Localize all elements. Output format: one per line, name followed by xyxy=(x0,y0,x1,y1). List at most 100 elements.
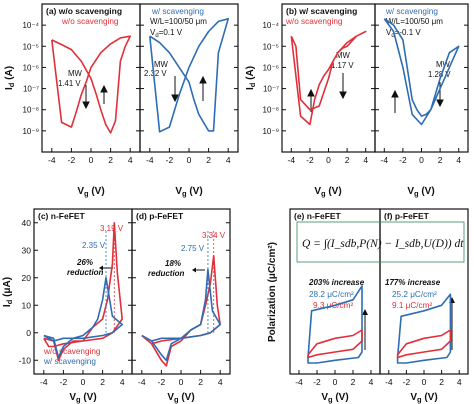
y-tick-label: 30 xyxy=(22,245,32,255)
series-line-w-o-scavenging xyxy=(290,30,367,126)
panel-e-title: (e) n-FeFET xyxy=(294,211,342,221)
panel-c-title: (c) n-FeFET xyxy=(38,211,86,221)
panel-b-mw-red-val: 1.17 V xyxy=(331,61,354,70)
panel-f-title: (f) p-FeFET xyxy=(384,211,430,221)
x-tick-label: -2 xyxy=(306,155,314,165)
panel-d-v-blue: 2.75 V xyxy=(181,244,205,253)
panel-e-increase-arrowhead xyxy=(362,309,368,315)
panel-f-increase: 177% increase xyxy=(385,278,441,287)
panel-f-plot: -4 -2 0 2 4 xyxy=(385,293,462,387)
x-tick-label: 4 xyxy=(363,155,368,165)
series-line-w-scavenging xyxy=(396,293,452,364)
panel-b: (b) w/ scavenging w/o scavenging w/ scav… xyxy=(262,3,469,165)
panel-a-plot: -4 -2 0 2 4 10⁻⁹ 10⁻⁸ 10⁻⁷ 10⁻⁶ 10⁻⁵ 10⁻⁴ xyxy=(22,21,140,165)
panel-a2-xlabel: Vg (V) xyxy=(175,186,202,198)
panel-a-blue-label: w/ scavenging xyxy=(151,7,204,16)
panel-b-arrows xyxy=(307,73,444,113)
x-tick-label: -2 xyxy=(399,155,407,165)
panel-b-ylabel: Id (A) xyxy=(245,66,257,90)
x-tick-label: 2 xyxy=(439,377,444,387)
panel-c-v-red: 3.19 V xyxy=(100,224,124,233)
panel-e-blue-value: 28.2 μC/cm² xyxy=(309,290,354,299)
panel-a-mw-blue-val: 2.32 V xyxy=(144,69,167,78)
panel-f-red-value: 9.1 μC/cm² xyxy=(392,301,432,310)
series-line-w-scavenging xyxy=(307,285,363,364)
panel-c-legend-red: w/o scavenging xyxy=(43,347,101,356)
y-tick-label: 10⁻⁴ xyxy=(262,21,279,30)
x-tick-label: -4 xyxy=(40,377,48,387)
x-tick-label: 4 xyxy=(128,155,133,165)
panel-e-ylabel: Polarization (μC/cm²) xyxy=(267,242,278,342)
x-tick-label: 0 xyxy=(333,377,338,387)
y-tick-label: 10⁻⁸ xyxy=(23,106,40,115)
x-tick-label: -2 xyxy=(313,377,321,387)
x-tick-label: -2 xyxy=(68,155,76,165)
equation-box xyxy=(296,221,465,263)
y-tick-label: 10⁻⁴ xyxy=(22,21,39,30)
panel-a-arrows xyxy=(82,75,207,110)
series-line-w-scavenging xyxy=(149,17,229,133)
x-tick-label: 0 xyxy=(326,155,331,165)
panel-f-blue-value: 25.2 μC/cm² xyxy=(392,290,437,299)
panel-b-red-label: w/o scavenging xyxy=(285,17,343,26)
series-line-w-o-scavenging xyxy=(307,329,363,359)
x-tick-label: 4 xyxy=(457,377,462,387)
y-tick-label: 0 xyxy=(26,328,31,338)
series-line-w-o-scavenging xyxy=(51,35,131,134)
panel-a-plot-blue: -4 -2 0 2 4 xyxy=(140,17,238,165)
x-tick-label: 0 xyxy=(422,377,427,387)
x-tick-label: 2 xyxy=(345,155,350,165)
x-tick-label: 4 xyxy=(456,155,461,165)
x-tick-label: -4 xyxy=(295,377,303,387)
panel-b-blue-label: w/ scavenging xyxy=(385,7,438,16)
x-tick-label: -4 xyxy=(48,155,56,165)
x-tick-label: 0 xyxy=(89,155,94,165)
panel-b-mw-blue: MW xyxy=(436,60,450,69)
panel-b-xlabel: Vg (V) xyxy=(314,186,341,198)
panel-c-reduction-pct: 26% xyxy=(76,258,93,267)
panel-a-title: (a) w/o scavenging xyxy=(46,6,122,16)
x-tick-label: -4 xyxy=(288,155,296,165)
x-tick-label: 2 xyxy=(351,377,356,387)
x-tick-label: -2 xyxy=(403,377,411,387)
x-tick-label: 2 xyxy=(108,155,113,165)
panel-e-increase: 203% increase xyxy=(308,278,365,287)
x-tick-label: 2 xyxy=(100,377,105,387)
y-tick-label: 10 xyxy=(22,300,32,310)
x-tick-label: -4 xyxy=(385,377,393,387)
panel-b-mw-blue-val: 1.28 V xyxy=(428,70,451,79)
x-tick-label: -2 xyxy=(60,377,68,387)
x-tick-label: -4 xyxy=(138,377,146,387)
y-tick-label: 20 xyxy=(22,273,32,283)
series-line-w-scavenging xyxy=(141,268,221,362)
panel-b2-xlabel: Vg (V) xyxy=(407,186,434,198)
panel-d-title: (d) p-FeFET xyxy=(136,211,184,221)
panel-b-plot-blue: -4 -2 0 2 4 xyxy=(375,18,468,165)
panel-a-vd: Vd=0.1 V xyxy=(150,28,183,39)
series-line-w-scavenging xyxy=(383,18,460,126)
y-tick-label: 10⁻⁸ xyxy=(263,106,280,115)
panel-a-red-label: w/o scavenging xyxy=(61,17,119,26)
y-tick-label: 40 xyxy=(22,218,32,228)
series-line-w-scavenging xyxy=(43,276,123,359)
panel-d-reduction-word: reduction xyxy=(148,269,185,278)
panel-e-xlabel: Vg (V) xyxy=(321,392,348,404)
x-tick-label: 0 xyxy=(179,377,184,387)
x-tick-label: 4 xyxy=(226,155,231,165)
panel-b-vd: Vd=-0.1 V xyxy=(386,28,421,39)
panel-b-title: (b) w/ scavenging xyxy=(286,6,357,16)
y-tick-label: 10⁻⁶ xyxy=(23,63,39,72)
x-tick-label: -4 xyxy=(146,155,154,165)
panel-a-mw-blue: MW xyxy=(154,60,168,69)
panel-b-plot: -4 -2 0 2 4 10⁻⁹ 10⁻⁸ 10⁻⁷ 10⁻⁶ 10⁻⁵ 10⁻⁴ xyxy=(262,21,375,165)
panel-c-xlabel: Vg (V) xyxy=(69,392,96,404)
panel-c-plot: -4 -2 0 2 4 -10 0 10 20 30 40 xyxy=(19,218,132,387)
x-tick-label: -2 xyxy=(166,155,174,165)
panel-d-xlabel: Vg (V) xyxy=(167,392,194,404)
panel-c-v-blue: 2.35 V xyxy=(82,241,106,250)
y-tick-label: 10⁻⁹ xyxy=(22,127,39,136)
x-tick-label: 2 xyxy=(438,155,443,165)
x-tick-label: 0 xyxy=(81,377,86,387)
x-tick-label: 4 xyxy=(218,377,223,387)
